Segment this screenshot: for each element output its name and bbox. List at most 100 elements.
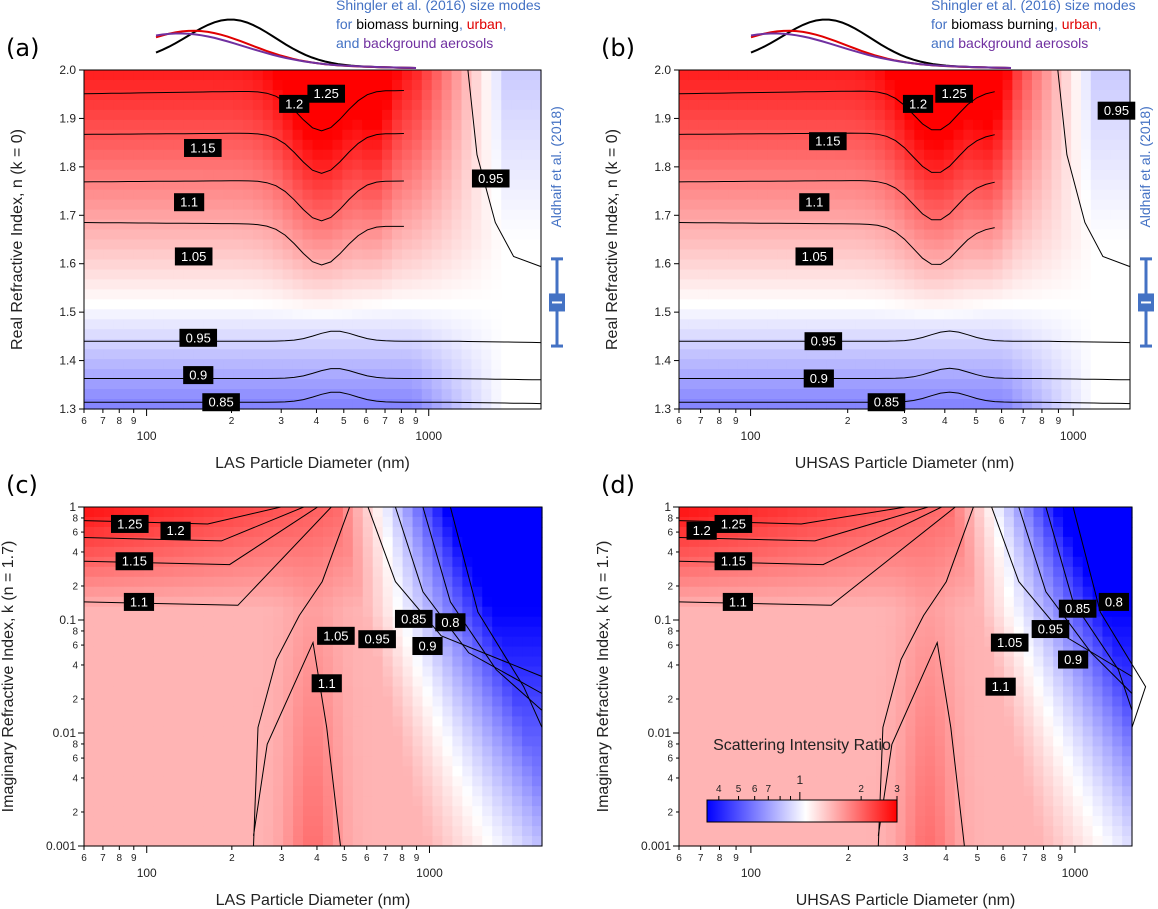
heatmap-cell — [422, 776, 434, 787]
heatmap-cell — [451, 369, 463, 380]
heatmap-cell — [173, 566, 185, 578]
heatmap-cell — [362, 826, 374, 837]
heatmap-cell — [757, 149, 768, 161]
heatmap-cell — [123, 70, 135, 81]
heatmap-cell — [757, 746, 769, 757]
heatmap-cell — [342, 546, 354, 558]
heatmap-cell — [757, 99, 768, 111]
heatmap-cell — [1110, 139, 1121, 151]
heatmap-cell — [362, 329, 373, 340]
heatmap-cell — [953, 199, 964, 211]
heatmap-cell — [1031, 189, 1043, 201]
heatmap-cell — [1031, 199, 1043, 211]
heatmap-cell — [422, 576, 434, 588]
heatmap-cell — [1100, 169, 1111, 181]
heatmap-cell — [481, 199, 492, 211]
heatmap-cell — [512, 826, 523, 837]
heatmap-cell — [1120, 319, 1131, 330]
heatmap-cell — [322, 399, 333, 410]
heatmap-cell — [193, 319, 204, 330]
heatmap-cell — [855, 169, 866, 181]
heatmap-cell — [352, 746, 364, 757]
heatmap-cell — [816, 289, 827, 300]
heatmap-cell — [213, 249, 224, 261]
heatmap-cell — [777, 70, 788, 81]
heatmap-cell — [332, 656, 344, 668]
heatmap-cell — [93, 139, 105, 151]
heatmap-cell — [332, 209, 343, 221]
heatmap-cell — [472, 646, 483, 658]
heatmap-cell — [392, 766, 404, 777]
heatmap-cell — [432, 686, 444, 698]
heatmap-cell — [1022, 229, 1033, 241]
heatmap-cell — [282, 169, 294, 181]
heatmap-cell — [173, 666, 185, 678]
heatmap-cell — [242, 339, 254, 350]
heatmap-cell — [302, 399, 314, 410]
heatmap-cell — [531, 339, 542, 350]
heatmap-cell — [679, 129, 690, 141]
heatmap-cell — [401, 249, 413, 261]
heatmap-cell — [133, 389, 145, 400]
heatmap-cell — [372, 299, 383, 310]
heatmap-cell — [313, 606, 324, 618]
heatmap-cell — [481, 399, 492, 410]
heatmap-cell — [1071, 109, 1082, 121]
heatmap-cell — [213, 109, 224, 121]
heatmap-cell — [845, 139, 857, 151]
heatmap-cell — [451, 279, 463, 290]
heatmap-cell — [462, 676, 473, 688]
heatmap-cell — [471, 279, 482, 290]
heatmap-cell — [332, 359, 343, 370]
heatmap-cell — [1012, 209, 1023, 221]
heatmap-cell — [511, 129, 522, 141]
heatmap-cell — [352, 636, 364, 648]
heatmap-cell — [203, 219, 214, 231]
heatmap-cell — [313, 507, 324, 518]
heatmap-cell — [806, 219, 817, 231]
heatmap-cell — [737, 379, 749, 390]
heatmap-cell — [352, 239, 363, 251]
heatmap-cell — [352, 756, 364, 767]
heatmap-cell — [855, 309, 866, 320]
heatmap-cell — [718, 746, 729, 757]
heatmap-cell — [718, 289, 729, 300]
heatmap-cell — [452, 656, 463, 668]
heatmap-cell — [1071, 70, 1082, 81]
heatmap-cell — [313, 516, 324, 528]
heatmap-cell — [718, 359, 729, 370]
heatmap-cell — [786, 249, 798, 261]
heatmap-cell — [737, 249, 749, 261]
heatmap-cell — [728, 616, 739, 628]
heatmap-cell — [521, 399, 532, 410]
heatmap-cell — [914, 159, 925, 171]
heatmap-cell — [462, 806, 473, 817]
heatmap-cell — [708, 536, 719, 548]
heatmap-cell — [747, 536, 759, 548]
heatmap-cell — [521, 389, 532, 400]
heatmap-cell — [143, 826, 155, 837]
heatmap-cell — [113, 279, 125, 290]
heatmap-cell — [531, 389, 542, 400]
heatmap-cell — [747, 566, 759, 578]
heatmap-cell — [332, 299, 343, 310]
heatmap-cell — [382, 349, 393, 360]
heatmap-cell — [737, 119, 749, 131]
heatmap-cell — [1110, 339, 1121, 350]
heatmap-cell — [471, 299, 482, 310]
heatmap-cell — [1051, 179, 1062, 191]
heatmap-cell — [421, 259, 433, 271]
heatmap-cell — [953, 159, 964, 171]
heatmap-cell — [777, 219, 788, 231]
heatmap-cell — [1051, 309, 1062, 320]
heatmap-cell — [342, 399, 353, 410]
heatmap-cell — [1080, 159, 1092, 171]
heatmap-cell — [123, 249, 135, 261]
heatmap-cell — [273, 806, 284, 817]
heatmap-cell — [213, 666, 224, 678]
heatmap-cell — [679, 169, 690, 181]
heatmap-cell — [924, 149, 935, 161]
heatmap-cell — [213, 179, 224, 191]
heatmap-cell — [153, 309, 165, 320]
heatmap-cell — [163, 776, 175, 787]
